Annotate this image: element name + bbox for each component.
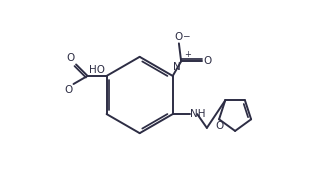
Text: O: O [175, 32, 183, 42]
Text: +: + [185, 50, 191, 59]
Text: HO: HO [90, 65, 106, 75]
Text: O: O [67, 53, 75, 63]
Text: O: O [215, 121, 223, 131]
Text: O: O [204, 56, 212, 66]
Text: N: N [173, 62, 181, 72]
Text: O: O [64, 85, 72, 95]
Text: −: − [182, 32, 189, 41]
Text: NH: NH [191, 109, 206, 119]
